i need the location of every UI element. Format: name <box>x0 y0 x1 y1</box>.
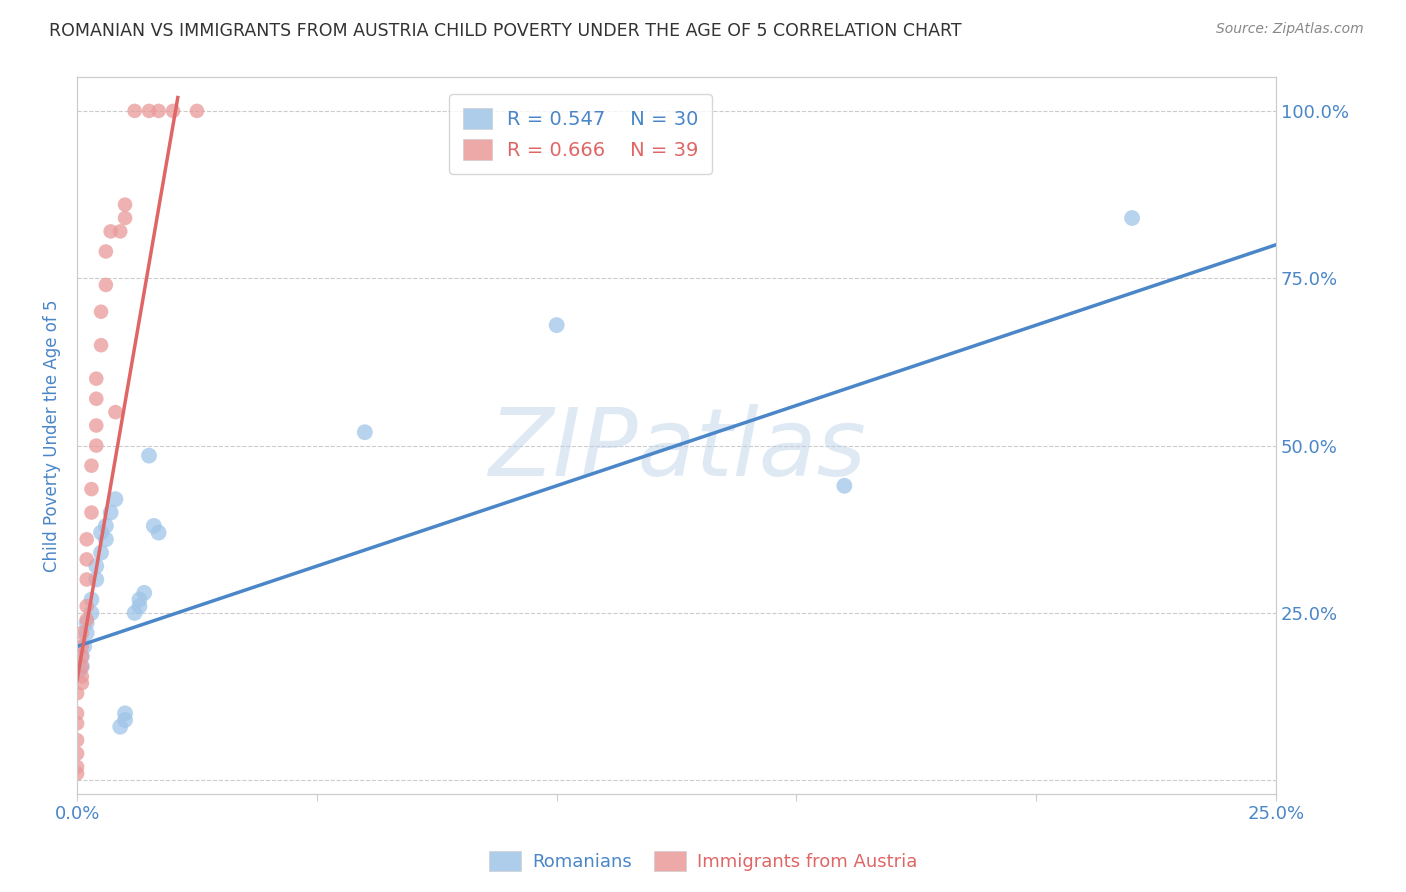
Point <box>90 338 112 352</box>
Point <box>70 649 93 664</box>
Point <box>90 304 112 318</box>
Point <box>148 103 170 118</box>
Point <box>546 318 568 332</box>
Point <box>76 552 98 566</box>
Point <box>186 103 208 118</box>
Point <box>66 716 89 731</box>
Point <box>70 659 93 673</box>
Point <box>80 506 103 520</box>
Legend: Romanians, Immigrants from Austria: Romanians, Immigrants from Austria <box>481 844 925 879</box>
Point <box>114 197 136 211</box>
Point <box>70 676 93 690</box>
Point <box>80 606 103 620</box>
Point <box>100 224 122 238</box>
Point <box>76 613 98 627</box>
Point <box>138 449 160 463</box>
Point <box>90 546 112 560</box>
Point <box>66 760 89 774</box>
Point <box>84 559 107 574</box>
Text: ZIPatlas: ZIPatlas <box>488 404 866 495</box>
Point <box>94 277 117 292</box>
Point <box>66 733 89 747</box>
Point <box>66 747 89 761</box>
Point <box>124 103 146 118</box>
Point <box>94 533 117 547</box>
Point <box>134 586 156 600</box>
Point <box>104 492 127 507</box>
Point <box>84 573 107 587</box>
Point <box>70 640 93 654</box>
Point <box>76 599 98 614</box>
Point <box>138 103 160 118</box>
Point <box>1121 211 1143 225</box>
Point <box>128 592 150 607</box>
Point <box>84 372 107 386</box>
Point <box>80 592 103 607</box>
Point <box>104 405 127 419</box>
Point <box>148 525 170 540</box>
Point <box>162 103 184 118</box>
Point <box>114 706 136 721</box>
Point <box>94 244 117 259</box>
Point <box>110 720 132 734</box>
Point <box>114 713 136 727</box>
Point <box>353 425 375 440</box>
Point <box>66 686 89 700</box>
Point <box>834 479 856 493</box>
Point <box>124 606 146 620</box>
Point <box>66 706 89 721</box>
Point <box>84 392 107 406</box>
Point <box>73 640 96 654</box>
Text: Source: ZipAtlas.com: Source: ZipAtlas.com <box>1216 22 1364 37</box>
Point <box>70 669 93 683</box>
Point <box>76 626 98 640</box>
Point <box>76 573 98 587</box>
Point <box>114 211 136 225</box>
Point <box>70 659 93 673</box>
Point <box>76 533 98 547</box>
Point <box>84 418 107 433</box>
Point <box>70 649 93 664</box>
Point <box>69 663 91 677</box>
Point <box>90 525 112 540</box>
Legend: R = 0.547    N = 30, R = 0.666    N = 39: R = 0.547 N = 30, R = 0.666 N = 39 <box>449 95 713 174</box>
Y-axis label: Child Poverty Under the Age of 5: Child Poverty Under the Age of 5 <box>44 300 60 572</box>
Point <box>128 599 150 614</box>
Point <box>66 766 89 780</box>
Point <box>80 482 103 496</box>
Point <box>110 224 132 238</box>
Point <box>80 458 103 473</box>
Point <box>94 519 117 533</box>
Text: ROMANIAN VS IMMIGRANTS FROM AUSTRIA CHILD POVERTY UNDER THE AGE OF 5 CORRELATION: ROMANIAN VS IMMIGRANTS FROM AUSTRIA CHIL… <box>49 22 962 40</box>
Point <box>76 615 98 630</box>
Point <box>100 506 122 520</box>
Point <box>84 439 107 453</box>
Point <box>142 519 165 533</box>
Point <box>70 626 93 640</box>
